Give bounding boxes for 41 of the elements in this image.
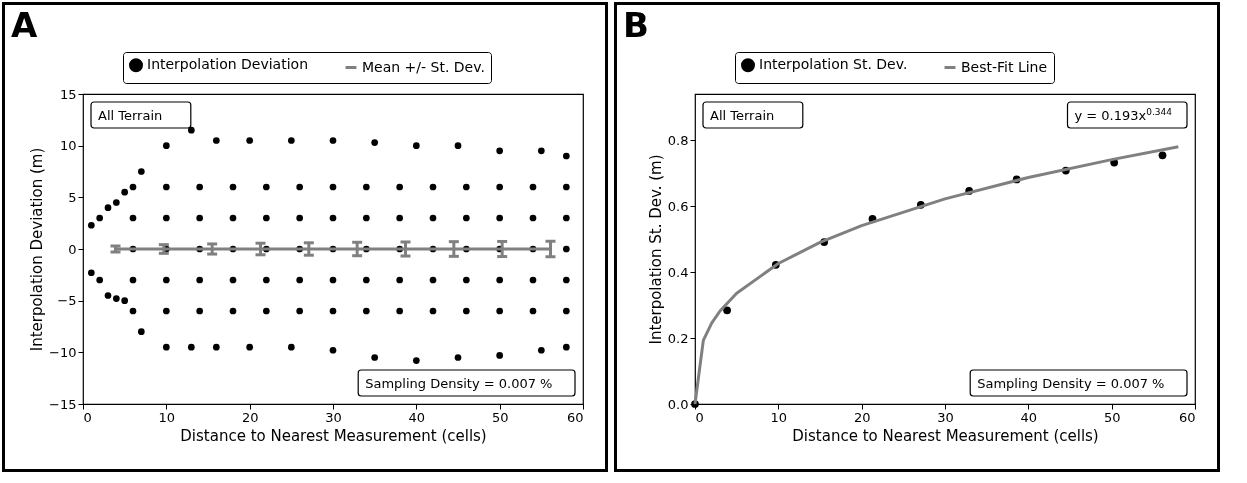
y-tick-label: 0.2	[667, 330, 689, 346]
y-tick-label: 0.6	[667, 198, 689, 214]
x-tick-label: 40	[1020, 409, 1038, 425]
annotation: Sampling Density = 0.007 %	[365, 376, 553, 391]
x-tick-label: 60	[566, 409, 584, 425]
x-tick-label: 0	[83, 409, 92, 425]
y-tick-label: 0.4	[667, 264, 689, 280]
legend-label: Best-Fit Line	[961, 58, 1048, 75]
y-tick-label: −10	[49, 344, 77, 360]
annotation: y = 0.193x$^{0.344}$	[1074, 107, 1173, 123]
x-tick-label: 0	[695, 409, 704, 425]
x-axis-title: Distance to Nearest Measurement (cells)	[180, 426, 487, 445]
y-tick-label: 0.8	[667, 132, 689, 148]
x-tick-label: 10	[158, 409, 176, 425]
legend-label: Interpolation Deviation	[147, 56, 309, 73]
annotation: All Terrain	[710, 108, 775, 123]
y-tick-label: 5	[68, 189, 77, 205]
x-tick-label: 10	[770, 409, 788, 425]
x-tick-label: 50	[491, 409, 509, 425]
x-tick-label: 20	[241, 409, 259, 425]
legend-label: Interpolation St. Dev.	[759, 56, 908, 73]
y-tick-label: 0	[68, 241, 77, 257]
legend-label: Mean +/- St. Dev.	[362, 58, 485, 75]
chart-title: B	[623, 4, 649, 45]
y-tick-label: 0.0	[667, 396, 689, 412]
y-axis-title: Interpolation Deviation (m)	[28, 147, 47, 352]
y-axis-title: Interpolation St. Dev. (m)	[646, 154, 665, 345]
x-axis-title: Distance to Nearest Measurement (cells)	[792, 426, 1099, 445]
chart-title: A	[11, 4, 38, 45]
x-tick-label: 30	[937, 409, 954, 425]
y-tick-label: −15	[49, 396, 77, 412]
annotation: All Terrain	[98, 108, 163, 123]
y-tick-label: 15	[59, 86, 77, 102]
x-tick-label: 50	[1103, 409, 1121, 425]
x-tick-label: 30	[325, 409, 342, 425]
x-tick-label: 20	[853, 409, 871, 425]
y-tick-label: 10	[59, 138, 77, 154]
x-tick-label: 40	[408, 409, 426, 425]
x-tick-label: 60	[1178, 409, 1196, 425]
annotation: Sampling Density = 0.007 %	[977, 376, 1165, 391]
y-tick-label: −5	[57, 293, 77, 309]
